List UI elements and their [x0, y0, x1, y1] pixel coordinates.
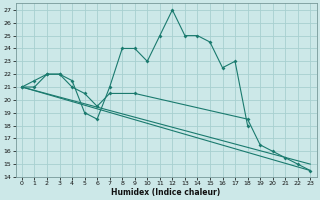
X-axis label: Humidex (Indice chaleur): Humidex (Indice chaleur) [111, 188, 221, 197]
